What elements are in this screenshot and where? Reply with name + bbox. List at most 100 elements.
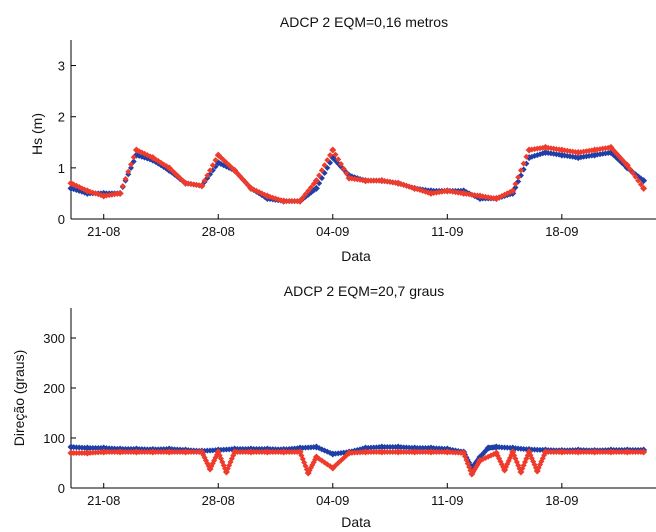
data-point-red-interp bbox=[637, 449, 644, 455]
data-point-red-interp bbox=[209, 162, 216, 169]
data-point-red-interp bbox=[97, 192, 104, 199]
data-point-blue-interp bbox=[392, 444, 399, 450]
data-point-red-interp bbox=[332, 151, 339, 158]
chart-title: ADCP 2 EQM=20,7 graus bbox=[284, 283, 444, 299]
data-point-red-interp bbox=[305, 187, 312, 194]
data-point-red-interp bbox=[392, 179, 399, 186]
y-axis-label: Direção (graus) bbox=[11, 350, 27, 446]
y-tick-label: 3 bbox=[58, 59, 65, 74]
data-point-red-interp bbox=[179, 177, 186, 184]
data-point-red-interp bbox=[541, 452, 548, 459]
data-point-red-interp bbox=[474, 192, 481, 199]
data-point-red-interp bbox=[261, 191, 268, 198]
data-point-red-interp bbox=[376, 449, 383, 455]
data-point-blue-interp bbox=[572, 154, 579, 161]
data-point-blue-interp bbox=[376, 444, 383, 451]
data-point-red-interp bbox=[556, 449, 563, 455]
y-tick-label: 2 bbox=[58, 110, 65, 125]
y-axis-label: Hs (m) bbox=[29, 113, 45, 155]
data-point-red-interp bbox=[230, 452, 237, 459]
x-tick-label: 11-09 bbox=[431, 224, 463, 239]
data-point-red-interp bbox=[457, 190, 464, 197]
y-tick-label: 1 bbox=[58, 161, 65, 176]
data-point-blue-interp bbox=[588, 152, 595, 159]
y-tick-label: 100 bbox=[43, 431, 65, 446]
data-point-red-interp bbox=[517, 167, 524, 174]
data-point-red-interp bbox=[343, 452, 350, 459]
axes bbox=[70, 308, 656, 489]
x-tick-label: 28-08 bbox=[202, 224, 235, 239]
data-point-red-interp bbox=[310, 181, 317, 188]
data-point-red-interp bbox=[621, 449, 628, 455]
data-point-red bbox=[640, 184, 648, 192]
data-point-red-interp bbox=[127, 161, 134, 168]
x-tick-label: 11-09 bbox=[431, 493, 463, 508]
y-tick-label: 0 bbox=[58, 212, 65, 227]
data-point-red-interp bbox=[196, 182, 203, 189]
axes bbox=[70, 40, 656, 220]
data-point-red-interp bbox=[196, 449, 203, 455]
data-point-red-interp bbox=[228, 164, 235, 171]
x-tick-label: 21-08 bbox=[87, 224, 120, 239]
y-tick-label: 0 bbox=[58, 481, 65, 496]
chart-title: ADCP 2 EQM=0,16 metros bbox=[280, 14, 448, 30]
data-point-red-interp bbox=[163, 449, 170, 455]
data-point-red-interp bbox=[316, 172, 323, 179]
data-point-red-interp bbox=[277, 197, 284, 204]
data-point-red-interp bbox=[425, 189, 432, 196]
data-point-blue-interp bbox=[81, 444, 88, 451]
data-point-red-interp bbox=[114, 190, 121, 197]
data-point-red-interp bbox=[261, 449, 268, 455]
x-tick-label: 21-08 bbox=[87, 493, 120, 508]
data-point-red-interp bbox=[147, 153, 154, 160]
data-point-red-interp bbox=[408, 449, 415, 455]
data-point-red-interp bbox=[515, 174, 522, 181]
y-ticks: 0 1 2 3 bbox=[58, 59, 76, 227]
data-point-red-interp bbox=[512, 181, 519, 188]
data-point-red-interp bbox=[212, 157, 219, 164]
x-tick-label: 04-09 bbox=[316, 493, 349, 508]
x-axis-label: Data bbox=[341, 514, 371, 530]
data-point-red-interp bbox=[130, 154, 137, 161]
x-tick-label: 18-09 bbox=[545, 224, 578, 239]
data-point-red-interp bbox=[556, 146, 563, 153]
y-ticks: 0 100 200 300 bbox=[43, 331, 76, 496]
x-tick-label: 18-09 bbox=[545, 493, 578, 508]
data-point-red-interp bbox=[327, 463, 334, 470]
data-point-red-interp bbox=[392, 449, 399, 455]
data-point-red-interp bbox=[605, 144, 612, 151]
data-point-red-interp bbox=[539, 144, 546, 151]
data-point-red-interp bbox=[441, 188, 448, 195]
data-point-red-interp bbox=[119, 183, 126, 190]
data-point-red-interp bbox=[408, 184, 415, 191]
data-point-red-interp bbox=[376, 177, 383, 184]
data-point-red-interp bbox=[635, 177, 642, 184]
data-point-red-interp bbox=[343, 170, 350, 177]
data-point-red-interp bbox=[572, 449, 579, 455]
data-point-blue-interp bbox=[310, 444, 317, 451]
data-point-red-interp bbox=[307, 184, 314, 191]
data-point-blue-interp bbox=[327, 449, 334, 456]
data-point-red-interp bbox=[294, 198, 301, 205]
data-point-red-interp bbox=[97, 449, 104, 456]
data-point-red-interp bbox=[81, 186, 88, 193]
data-point-red-interp bbox=[207, 167, 214, 174]
data-point-red-interp bbox=[475, 459, 482, 466]
data-point-red-interp bbox=[337, 161, 344, 168]
x-ticks: 21-08 28-08 04-09 11-09 18-09 bbox=[87, 214, 578, 239]
data-point-red-interp bbox=[359, 449, 366, 456]
data-point-red-interp bbox=[81, 450, 88, 456]
chart-panel-direction: ADCP 2 EQM=20,7 graus Data Direção (grau… bbox=[11, 283, 656, 530]
data-point-red-interp bbox=[147, 449, 154, 455]
data-point-red-interp bbox=[588, 449, 595, 455]
data-point-red-interp bbox=[621, 159, 628, 166]
data-point-red-interp bbox=[327, 152, 334, 159]
data-point-red-interp bbox=[179, 449, 186, 455]
data-point-red-interp bbox=[302, 191, 309, 198]
data-point-red-interp bbox=[130, 449, 137, 455]
data-point-red-interp bbox=[605, 449, 612, 455]
data-point-blue-interp bbox=[492, 444, 499, 451]
data-point-red-interp bbox=[201, 177, 208, 184]
data-point-red-interp bbox=[588, 147, 595, 154]
